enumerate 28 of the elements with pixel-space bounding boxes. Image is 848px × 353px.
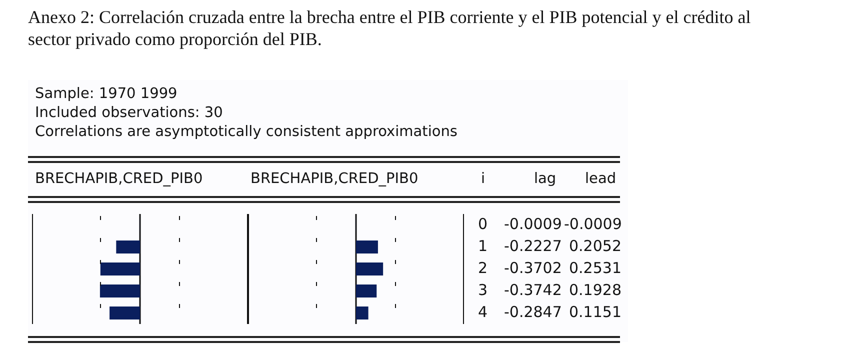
category-label: 4 — [478, 303, 488, 321]
data-label: -0.3702 — [504, 259, 562, 277]
text: Correlations are asymptotically consistent approximations — [35, 124, 458, 140]
x-axis-title: BRECHAPIB,CRED_PIB0 — [35, 171, 203, 187]
data-label: -0.0009 — [564, 215, 622, 233]
bar — [356, 284, 376, 298]
data-label: 0.1151 — [569, 303, 622, 321]
text: lead — [585, 171, 616, 187]
x-axis-title: BRECHAPIB,CRED_PIB0 — [250, 171, 418, 187]
category-label: 2 — [478, 259, 488, 277]
data-label: 0.1928 — [569, 281, 622, 299]
text: i — [481, 171, 486, 187]
category-label: 3 — [478, 281, 488, 299]
text: Anexo 2: Correlación cruzada entre la brecha entre el PIB corriente y el PIB potencial y el crédito al sector privado como proporción del PIB. — [28, 6, 752, 50]
category-label: 1 — [478, 237, 488, 255]
data-label: -0.2227 — [504, 237, 562, 255]
bar — [356, 240, 378, 254]
data-label: -0.2847 — [504, 303, 562, 321]
data-label: -0.3742 — [504, 281, 562, 299]
bar — [356, 306, 368, 320]
data-label: 0.2531 — [569, 259, 622, 277]
data-label: -0.0009 — [504, 215, 562, 233]
bar — [356, 262, 383, 276]
data-label: 0.2052 — [569, 237, 622, 255]
text: Included observations: 30 — [35, 105, 223, 121]
category-label: 0 — [478, 215, 488, 233]
text: Sample: 1970 1999 — [35, 86, 178, 102]
text: lag — [534, 171, 556, 187]
